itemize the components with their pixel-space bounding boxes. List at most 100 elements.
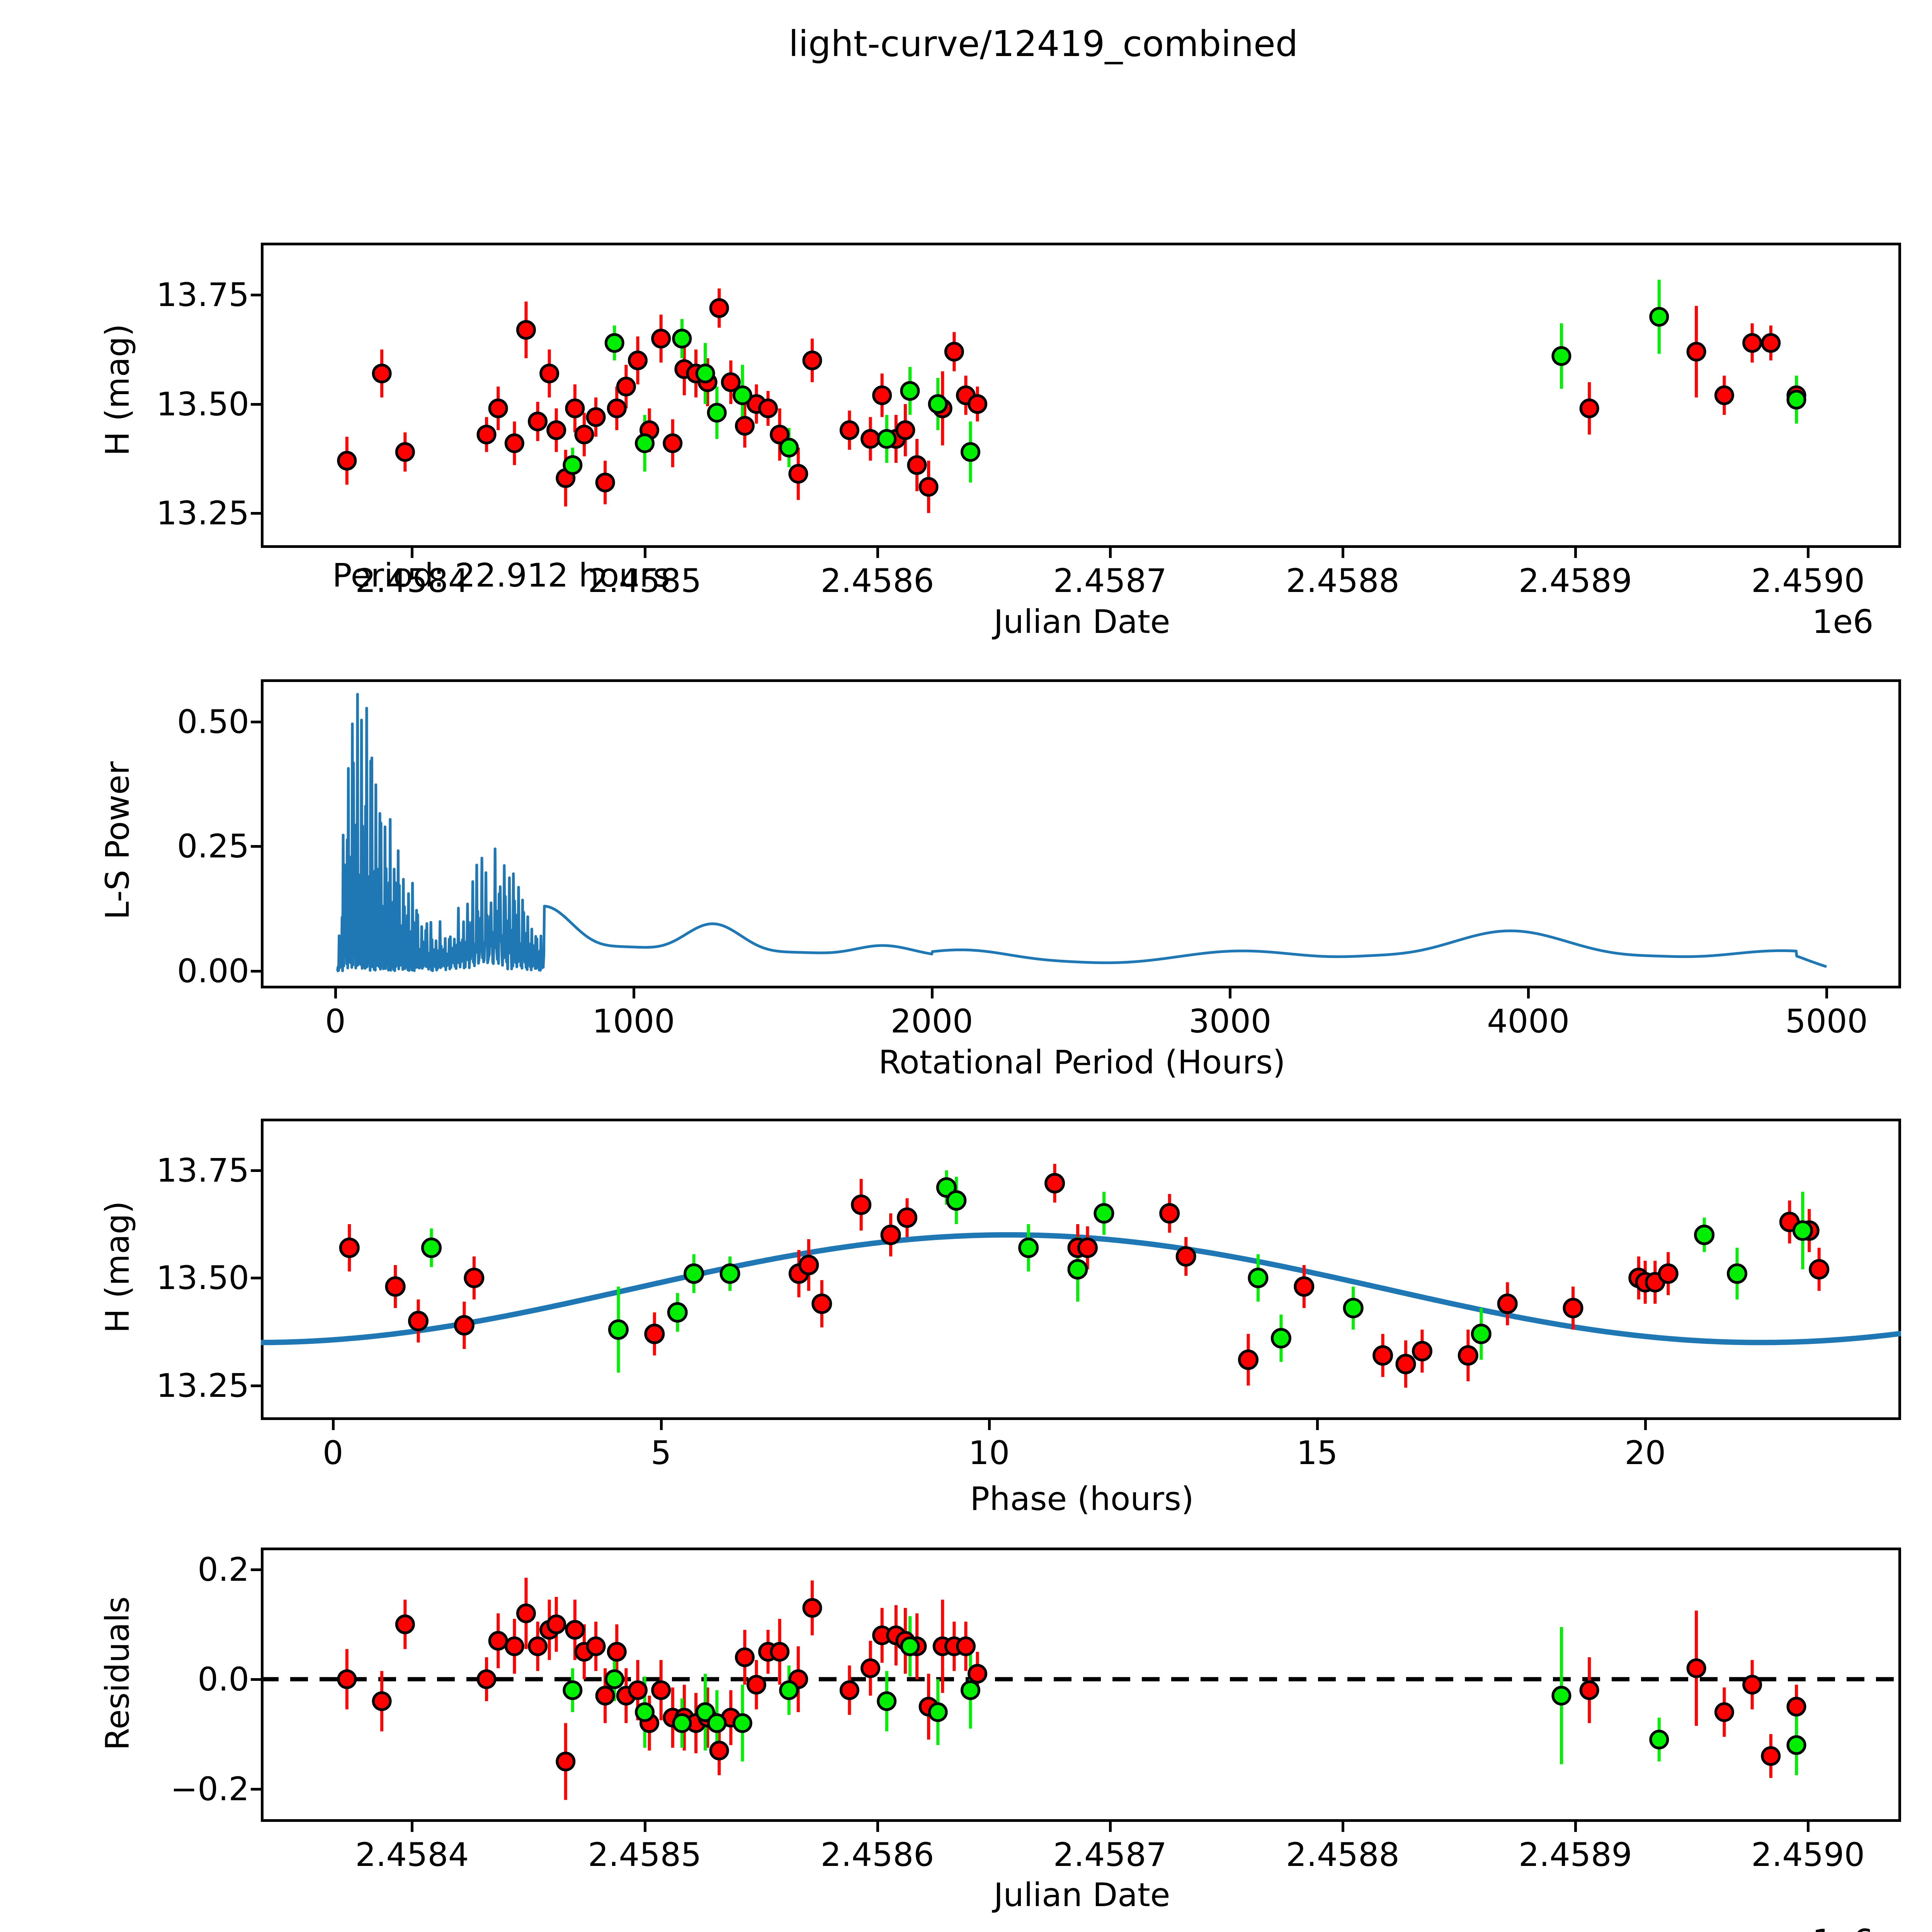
data-point-marker	[707, 403, 727, 423]
data-point-marker	[635, 1702, 655, 1722]
xtick-label: 2.4588	[1286, 1836, 1400, 1874]
xtick-mark	[1807, 1822, 1810, 1832]
xtick-mark	[930, 988, 934, 998]
ytick-label: 13.75	[156, 276, 249, 314]
data-point-marker	[907, 455, 927, 475]
data-point-marker	[628, 350, 648, 371]
data-point-marker	[1395, 1354, 1416, 1374]
data-point-marker	[635, 433, 655, 453]
data-point-marker	[1343, 1298, 1364, 1318]
xtick-label: 15	[1296, 1434, 1338, 1472]
data-point-marker	[747, 1675, 767, 1695]
figure-title: light-curve/12419_combined	[788, 23, 1298, 65]
data-point-marker	[546, 420, 566, 440]
panel-periodogram	[261, 679, 1901, 988]
data-point-marker	[667, 1302, 688, 1323]
xtick-label: 10	[968, 1434, 1010, 1472]
xtick-mark	[643, 548, 646, 558]
data-point-marker	[779, 437, 799, 457]
data-point-marker	[464, 1267, 485, 1288]
xtick-mark	[1109, 548, 1112, 558]
data-point-marker	[802, 350, 822, 371]
data-point-marker	[595, 473, 615, 493]
xtick-label: 4000	[1487, 1002, 1570, 1040]
data-point-marker	[1563, 1298, 1583, 1318]
data-point-marker	[516, 320, 536, 340]
ytick-label: 13.75	[156, 1151, 249, 1189]
xtick-label: 1000	[592, 1002, 675, 1040]
data-point-marker	[1694, 1225, 1715, 1245]
data-point-marker	[861, 429, 881, 449]
data-point-marker	[900, 1636, 920, 1656]
data-point-marker	[872, 385, 892, 405]
data-point-marker	[563, 455, 583, 475]
ytick-label: 13.25	[156, 494, 249, 532]
xtick-mark	[660, 1420, 663, 1430]
xtick-label: 2.4590	[1751, 1836, 1865, 1874]
data-point-marker	[897, 1207, 918, 1228]
data-point-marker	[900, 381, 920, 401]
xaxis-offset-light-curve: 1e6	[1812, 603, 1874, 641]
ytick-mark	[251, 845, 261, 848]
data-point-marker	[604, 1669, 624, 1689]
data-point-marker	[595, 1685, 615, 1706]
data-point-marker	[1159, 1203, 1180, 1224]
xtick-mark	[1229, 988, 1232, 998]
xtick-label: 2.4586	[820, 562, 934, 600]
ytick-label: −0.2	[170, 1770, 249, 1808]
residuals-plot-area	[261, 1578, 1901, 1800]
data-point-marker	[758, 398, 778, 418]
data-point-marker	[880, 1225, 901, 1245]
data-point-marker	[565, 398, 585, 418]
data-point-marker	[877, 1691, 897, 1711]
data-point-marker	[1248, 1267, 1269, 1288]
data-point-marker	[960, 1680, 980, 1700]
xtick-label: 2.4587	[1053, 1836, 1167, 1874]
data-point-marker	[604, 333, 624, 353]
xtick-mark	[332, 1420, 335, 1430]
data-point-marker	[877, 429, 897, 449]
xtick-mark	[1644, 1420, 1647, 1430]
xlabel-periodogram: Rotational Period (Hours)	[878, 1043, 1286, 1081]
data-point-marker	[651, 328, 671, 349]
data-point-marker	[1761, 333, 1781, 353]
axes-frame-periodogram	[261, 679, 1901, 988]
data-point-marker	[956, 1636, 976, 1656]
data-point-marker	[339, 1237, 360, 1258]
data-point-marker	[1270, 1328, 1291, 1349]
data-point-marker	[607, 1642, 627, 1662]
xtick-label: 5000	[1785, 1002, 1868, 1040]
data-point-marker	[1809, 1259, 1830, 1280]
xtick-label: 3000	[1189, 1002, 1272, 1040]
xtick-mark	[1527, 988, 1530, 998]
ytick-mark	[251, 969, 261, 973]
ytick-mark	[251, 1678, 261, 1681]
data-point-marker	[1067, 1259, 1088, 1280]
data-point-marker	[546, 1614, 566, 1634]
data-point-marker	[918, 477, 939, 497]
data-point-marker	[528, 412, 548, 432]
data-point-marker	[1018, 1237, 1039, 1258]
data-point-marker	[928, 394, 948, 414]
sine-fit-curve	[261, 1232, 1901, 1345]
data-point-marker	[839, 1680, 859, 1700]
data-point-marker	[586, 1636, 606, 1656]
data-point-marker	[839, 420, 859, 440]
ytick-label: 0.25	[177, 827, 249, 866]
xtick-label: 2.4589	[1519, 562, 1632, 600]
data-point-marker	[968, 1664, 988, 1684]
xlabel-light-curve: Julian Date	[993, 603, 1170, 641]
data-point-marker	[1686, 1658, 1706, 1678]
data-point-marker	[695, 364, 715, 384]
ytick-mark	[251, 1277, 261, 1280]
data-point-marker	[1551, 1685, 1571, 1706]
data-point-marker	[1551, 346, 1571, 366]
data-point-marker	[663, 433, 683, 453]
data-point-marker	[337, 451, 357, 471]
period-annotation: Period: 22.912 hours	[332, 556, 670, 594]
data-point-marker	[1742, 333, 1762, 353]
ytick-label: 0.00	[177, 952, 249, 990]
xlabel-residuals: Julian Date	[993, 1876, 1170, 1914]
data-point-marker	[788, 464, 808, 484]
